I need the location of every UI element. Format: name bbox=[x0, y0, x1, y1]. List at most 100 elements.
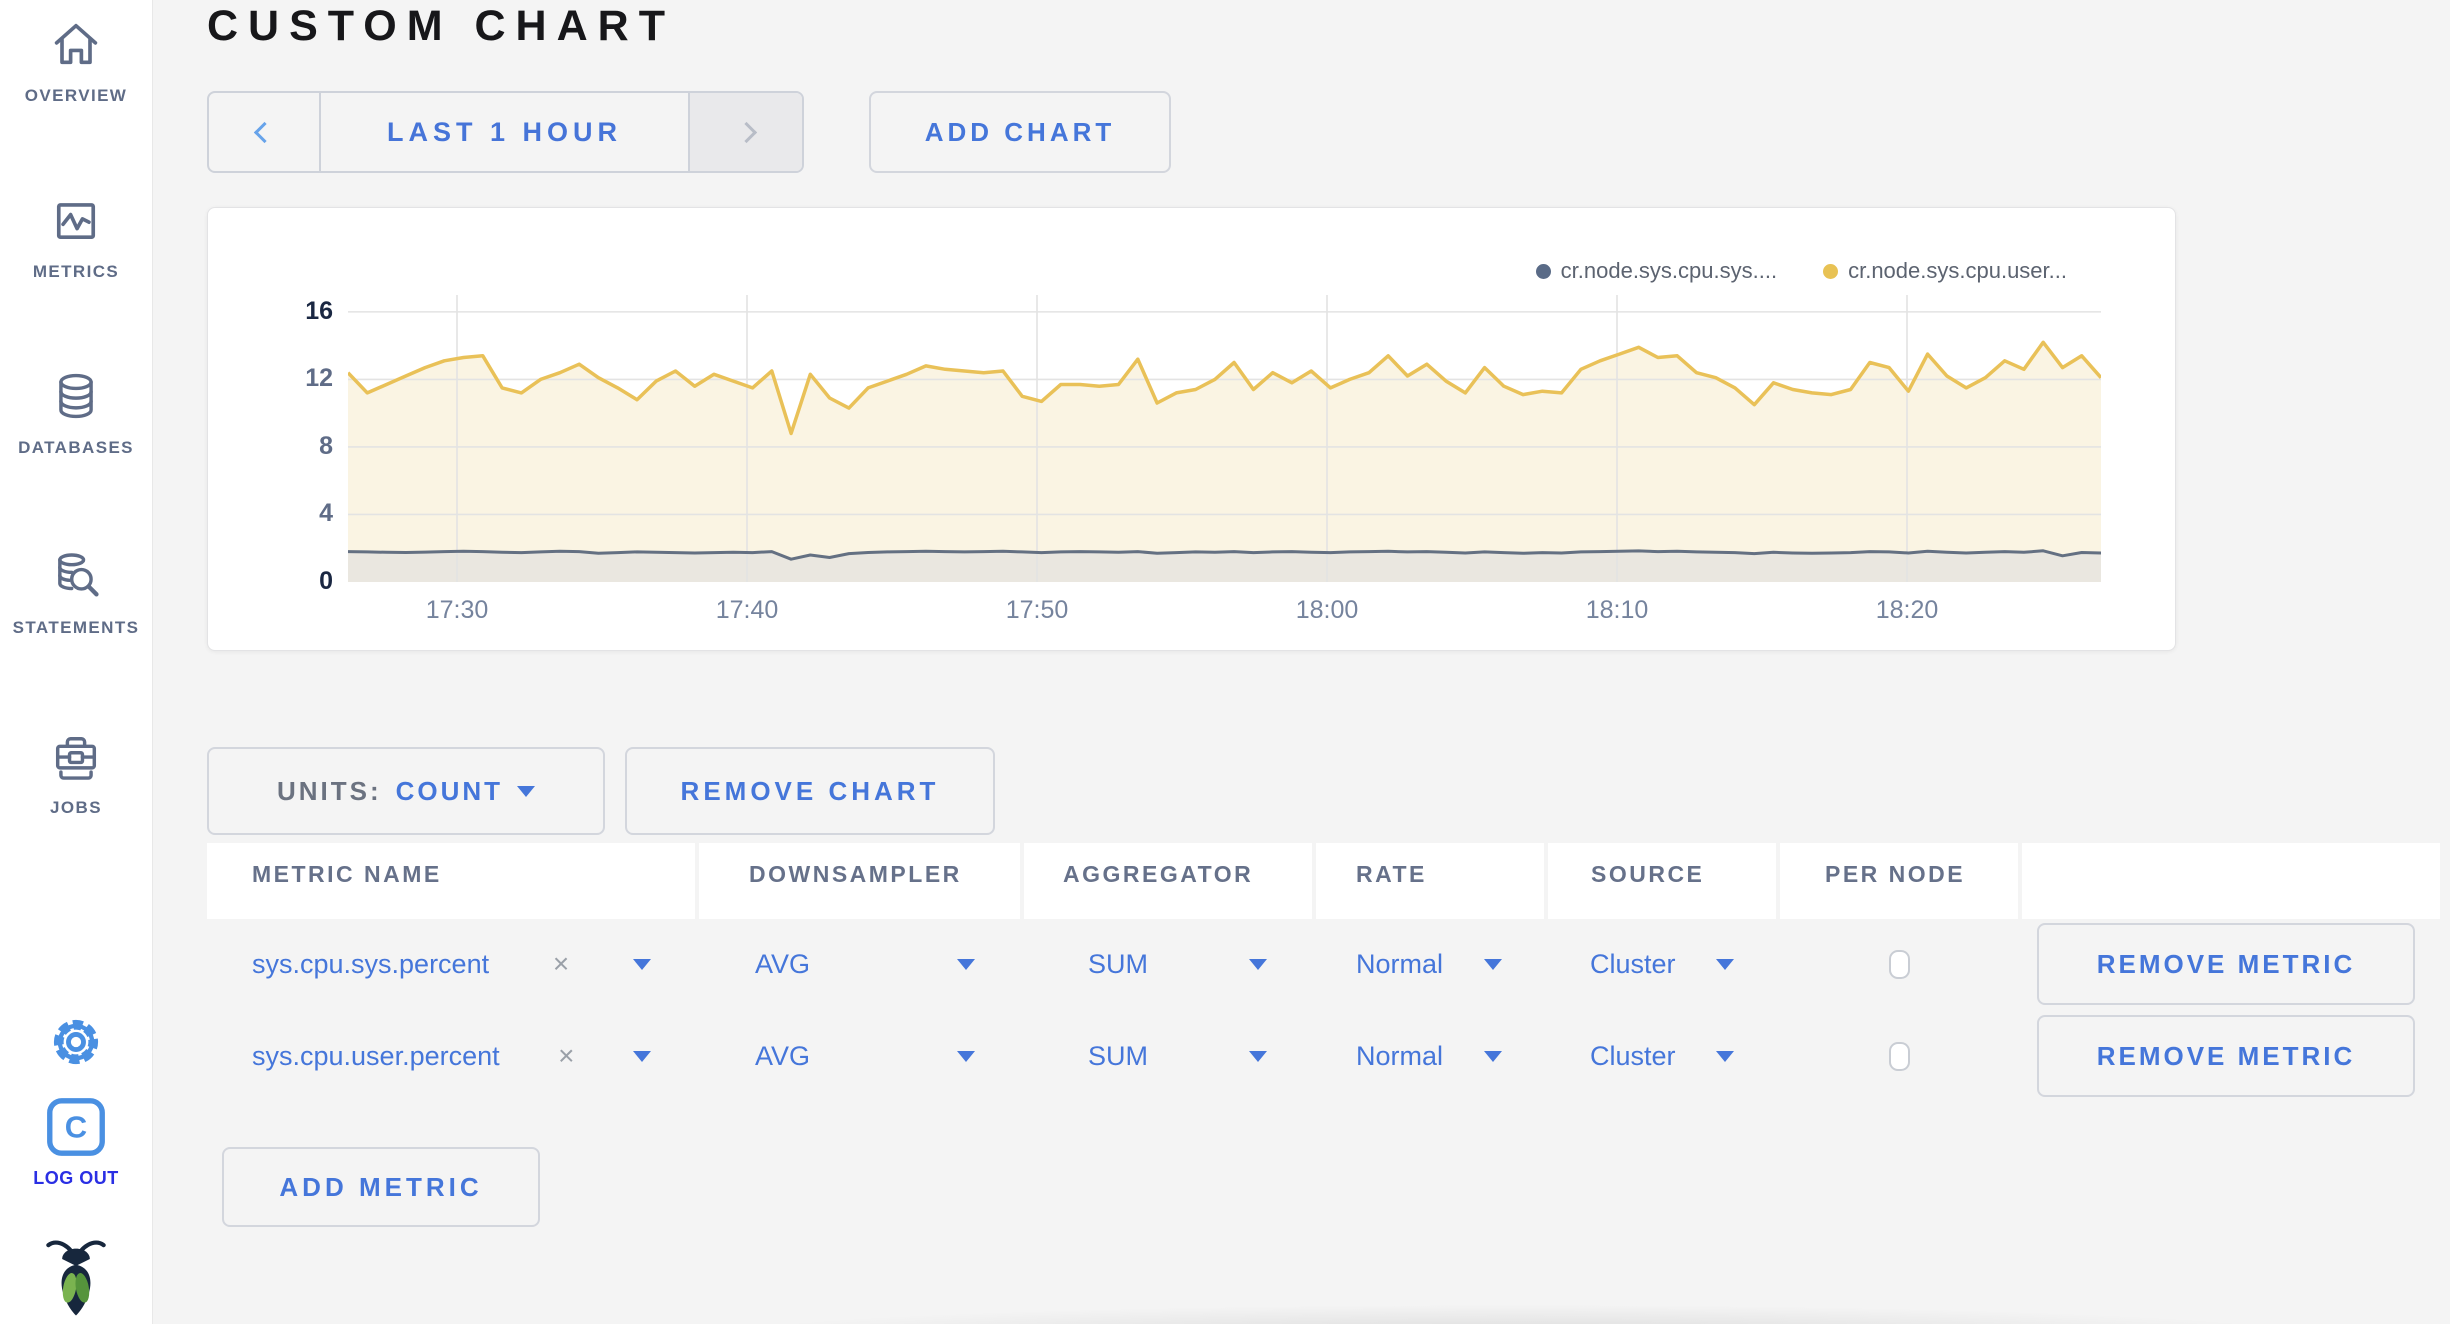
chevron-down-icon[interactable] bbox=[633, 1050, 651, 1062]
logout-label: LOG OUT bbox=[33, 1168, 119, 1188]
logout-button[interactable]: C LOG OUT bbox=[0, 1096, 152, 1189]
sidebar-item-label: STATEMENTS bbox=[12, 618, 140, 637]
sidebar-item-label: DATABASES bbox=[18, 438, 134, 457]
timeseries-plot bbox=[348, 295, 2101, 582]
downsampler-dropdown[interactable]: AVG bbox=[699, 918, 1020, 1010]
time-range-selector: LAST 1 HOUR bbox=[207, 91, 804, 173]
legend-label: cr.node.sys.cpu.sys.... bbox=[1560, 258, 1778, 283]
column-header-per-node: PER NODE bbox=[1780, 843, 2018, 919]
x-tick-label: 18:20 bbox=[1875, 596, 1939, 624]
time-prev-button[interactable] bbox=[209, 93, 321, 171]
source-value: Cluster bbox=[1590, 948, 1676, 979]
remove-metric-button[interactable]: REMOVE METRIC bbox=[2037, 1015, 2415, 1097]
rate-value: Normal bbox=[1356, 1040, 1444, 1071]
page-title: CUSTOM CHART bbox=[207, 2, 675, 50]
column-header-aggregator: AGGREGATOR bbox=[1024, 843, 1312, 919]
metric-name-select[interactable]: sys.cpu.user.percent bbox=[252, 1040, 500, 1071]
metrics-icon bbox=[56, 203, 96, 240]
rate-value: Normal bbox=[1356, 948, 1444, 979]
aggregator-dropdown[interactable]: SUM bbox=[1024, 918, 1312, 1010]
add-metric-button[interactable]: ADD METRIC bbox=[222, 1147, 540, 1227]
column-header-actions bbox=[2022, 843, 2440, 919]
metric-name-cell: sys.cpu.sys.percent × bbox=[207, 918, 695, 1010]
chevron-down-icon bbox=[1484, 1050, 1502, 1062]
chevron-down-icon bbox=[1249, 1050, 1267, 1062]
column-header-metric-name: METRIC NAME bbox=[207, 843, 695, 919]
chevron-left-icon bbox=[253, 121, 275, 143]
chevron-down-icon bbox=[1716, 1050, 1734, 1062]
chevron-down-icon[interactable] bbox=[632, 958, 651, 970]
x-tick-label: 17:30 bbox=[425, 596, 489, 624]
legend-label: cr.node.sys.cpu.user... bbox=[1848, 258, 2067, 283]
rate-dropdown[interactable]: Normal bbox=[1316, 1010, 1544, 1102]
aggregator-dropdown[interactable]: SUM bbox=[1024, 1010, 1312, 1102]
home-icon bbox=[54, 23, 98, 65]
source-dropdown[interactable]: Cluster bbox=[1548, 918, 1776, 1010]
x-axis-labels: 17:30 17:40 17:50 18:00 18:10 18:20 bbox=[348, 596, 2101, 626]
sidebar-item-jobs[interactable]: JOBS bbox=[0, 728, 152, 818]
clear-icon[interactable]: × bbox=[558, 1040, 575, 1071]
svg-text:C: C bbox=[65, 1110, 87, 1145]
sidebar-item-label: OVERVIEW bbox=[24, 86, 128, 105]
units-dropdown[interactable]: UNITS: COUNT bbox=[207, 747, 605, 835]
x-tick-label: 18:10 bbox=[1585, 596, 1649, 624]
y-tick-label: 4 bbox=[319, 499, 333, 528]
units-value: COUNT bbox=[395, 775, 504, 806]
legend-dot-user bbox=[1823, 263, 1839, 279]
legend-item: cr.node.sys.cpu.user... bbox=[1823, 258, 2067, 284]
cockroach-bug-icon bbox=[46, 1240, 106, 1316]
downsampler-value: AVG bbox=[755, 948, 811, 979]
remove-chart-button[interactable]: REMOVE CHART bbox=[625, 747, 995, 835]
downsampler-dropdown[interactable]: AVG bbox=[699, 1010, 1020, 1102]
x-tick-label: 17:50 bbox=[1005, 596, 1069, 624]
sidebar: OVERVIEW METRICS DATABASES bbox=[0, 0, 153, 1324]
time-range-display[interactable]: LAST 1 HOUR bbox=[386, 116, 622, 147]
statements-icon bbox=[58, 553, 99, 597]
chevron-down-icon bbox=[517, 785, 536, 797]
per-node-checkbox[interactable] bbox=[1888, 949, 1910, 979]
rate-dropdown[interactable]: Normal bbox=[1316, 918, 1544, 1010]
aggregator-value: SUM bbox=[1088, 948, 1148, 979]
per-node-checkbox[interactable] bbox=[1888, 1041, 1910, 1071]
clear-icon[interactable]: × bbox=[552, 948, 570, 979]
chevron-down-icon bbox=[1484, 958, 1502, 970]
sidebar-item-statements[interactable]: STATEMENTS bbox=[0, 548, 152, 638]
sidebar-item-metrics[interactable]: METRICS bbox=[0, 192, 152, 282]
remove-metric-button[interactable]: REMOVE METRIC bbox=[2037, 923, 2415, 1005]
chevron-down-icon bbox=[1716, 958, 1734, 970]
settings-button[interactable] bbox=[0, 1014, 152, 1070]
database-icon bbox=[59, 373, 93, 419]
time-next-button[interactable] bbox=[688, 93, 802, 171]
per-node-cell bbox=[1780, 1010, 2018, 1102]
sidebar-item-databases[interactable]: DATABASES bbox=[0, 368, 152, 458]
actions-cell: REMOVE METRIC bbox=[2022, 1010, 2440, 1102]
chart-card: cr.node.sys.cpu.sys.... cr.node.sys.cpu.… bbox=[207, 207, 2176, 651]
actions-cell: REMOVE METRIC bbox=[2022, 918, 2440, 1010]
sidebar-item-overview[interactable]: OVERVIEW bbox=[0, 16, 152, 106]
cockroach-logo[interactable] bbox=[0, 1232, 152, 1316]
table-row: sys.cpu.sys.percent × AVG SUM Normal Clu… bbox=[207, 918, 2440, 1010]
add-chart-button[interactable]: ADD CHART bbox=[869, 91, 1171, 173]
jobs-icon bbox=[55, 737, 97, 780]
table-row: sys.cpu.user.percent × AVG SUM Normal Cl… bbox=[207, 1010, 2440, 1102]
chart-legend: cr.node.sys.cpu.sys.... cr.node.sys.cpu.… bbox=[1535, 258, 2067, 284]
metrics-table-header: METRIC NAME DOWNSAMPLER AGGREGATOR RATE … bbox=[207, 843, 2440, 919]
y-tick-label: 8 bbox=[319, 431, 333, 460]
per-node-cell bbox=[1780, 918, 2018, 1010]
metric-name-select[interactable]: sys.cpu.sys.percent bbox=[252, 948, 490, 979]
x-tick-label: 17:40 bbox=[715, 596, 779, 624]
y-tick-label: 12 bbox=[305, 364, 333, 393]
column-header-source: SOURCE bbox=[1548, 843, 1776, 919]
legend-item: cr.node.sys.cpu.sys.... bbox=[1535, 258, 1778, 284]
units-label: UNITS: bbox=[276, 775, 382, 806]
y-tick-label: 16 bbox=[305, 296, 333, 325]
sidebar-item-label: JOBS bbox=[50, 798, 102, 817]
metric-name-cell: sys.cpu.user.percent × bbox=[207, 1010, 695, 1102]
gear-icon bbox=[53, 1019, 99, 1065]
chevron-down-icon bbox=[957, 1050, 975, 1062]
source-value: Cluster bbox=[1590, 1040, 1676, 1071]
source-dropdown[interactable]: Cluster bbox=[1548, 1010, 1776, 1102]
bottom-shadow bbox=[600, 1300, 2430, 1324]
aggregator-value: SUM bbox=[1088, 1040, 1148, 1071]
downsampler-value: AVG bbox=[755, 1040, 811, 1071]
